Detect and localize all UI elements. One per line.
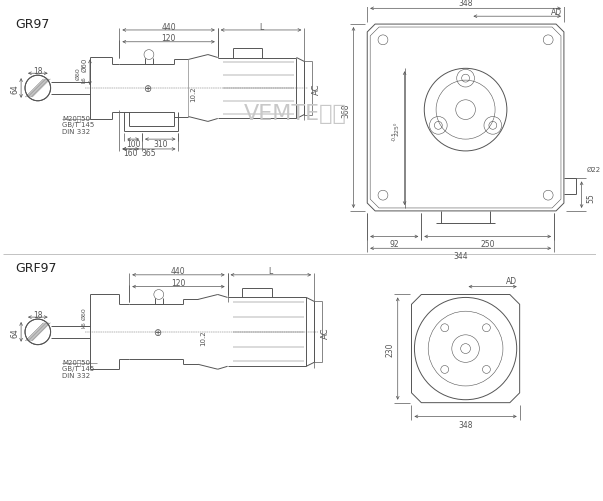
Text: DIN 332: DIN 332 [62, 372, 90, 378]
Text: M20深50: M20深50 [62, 115, 90, 122]
Text: 18: 18 [33, 310, 43, 319]
Text: Ø60: Ø60 [81, 306, 86, 319]
Text: L: L [259, 23, 263, 32]
Text: 348: 348 [458, 420, 473, 429]
Text: ⊕: ⊕ [153, 327, 161, 337]
Text: AD: AD [551, 8, 561, 17]
Text: 344: 344 [453, 251, 468, 260]
Text: 348: 348 [458, 0, 473, 8]
Text: 10.2: 10.2 [190, 86, 196, 102]
Text: -0.5: -0.5 [391, 131, 396, 141]
Text: L: L [269, 267, 273, 276]
Text: 368: 368 [341, 103, 350, 118]
Text: AD: AD [507, 277, 517, 286]
Text: GB/T 145: GB/T 145 [62, 366, 95, 372]
Text: 10.2: 10.2 [200, 329, 206, 345]
Text: 64: 64 [11, 327, 20, 337]
Text: 440: 440 [171, 267, 186, 276]
Text: 55: 55 [586, 193, 595, 202]
Text: DIN 332: DIN 332 [62, 129, 90, 135]
Text: 120: 120 [162, 34, 176, 43]
Text: 310: 310 [153, 139, 168, 148]
Text: k6: k6 [81, 321, 86, 328]
Text: Ø60: Ø60 [81, 57, 87, 72]
Text: 18: 18 [33, 67, 43, 76]
Text: VEMTE传动: VEMTE传动 [244, 103, 347, 123]
Text: AC: AC [312, 83, 321, 95]
Text: GRF97: GRF97 [15, 262, 57, 275]
Text: 225⁰: 225⁰ [394, 121, 399, 135]
Text: 92: 92 [390, 239, 400, 248]
Text: 365: 365 [142, 149, 156, 158]
Text: AC: AC [321, 327, 330, 338]
Text: ⊕: ⊕ [143, 84, 151, 94]
Text: 100: 100 [126, 139, 140, 148]
Text: 64: 64 [11, 84, 20, 94]
Text: 160: 160 [124, 149, 138, 158]
Text: GR97: GR97 [15, 18, 49, 31]
Text: 250: 250 [481, 239, 495, 248]
Text: GB/T 145: GB/T 145 [62, 122, 95, 128]
Text: Ø60: Ø60 [75, 67, 81, 80]
Text: Ø22: Ø22 [586, 166, 601, 172]
Text: k6: k6 [81, 76, 86, 82]
Text: M20深50: M20深50 [62, 358, 90, 365]
Text: 440: 440 [161, 23, 176, 32]
Text: 120: 120 [171, 279, 186, 288]
Text: 230: 230 [385, 342, 394, 356]
